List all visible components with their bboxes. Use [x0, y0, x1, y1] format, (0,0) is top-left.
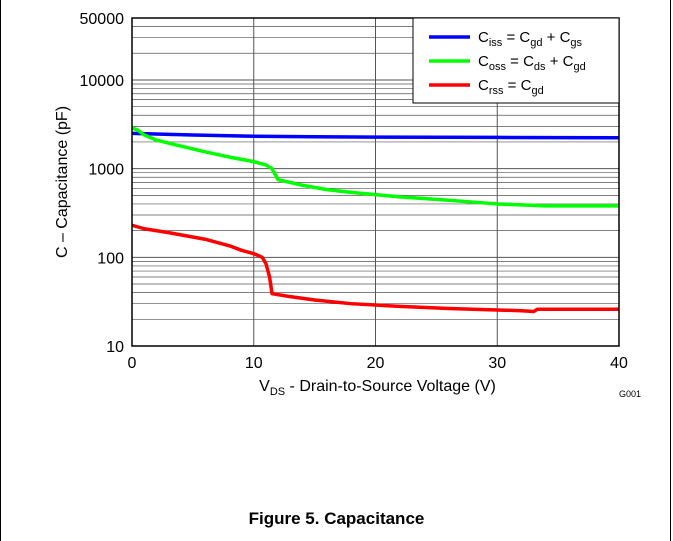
series-line-ciss — [131, 131, 620, 140]
x-axis-label-main: V — [259, 378, 270, 395]
y-tick-label: 1000 — [88, 162, 124, 179]
legend-label-coss: Coss = Cds + Cgd — [478, 53, 586, 73]
frame-left-border — [0, 0, 1, 541]
series-lines — [131, 126, 620, 314]
frame-right-border — [670, 0, 671, 541]
plot-frame — [131, 17, 620, 347]
y-tick-label: 10 — [106, 339, 124, 356]
x-tick-label: 30 — [488, 355, 506, 372]
y-tick-label: 10000 — [80, 73, 125, 90]
x-tick-label: 20 — [367, 355, 385, 372]
x-axis-label: VDS - Drain-to-Source Voltage (V) — [259, 378, 496, 398]
figure-id: G001 — [619, 389, 641, 399]
y-axis-label: C – Capacitance (pF) — [54, 106, 71, 258]
x-axis-label-sub: DS — [270, 386, 285, 398]
figure-caption: Figure 5. Capacitance — [248, 509, 425, 528]
legend-label-crss: Crss = Cgd — [478, 77, 544, 97]
x-tick-label: 10 — [245, 355, 263, 372]
legend: Ciss = Cgd + Cgs Coss = Cds + Cgd Crss = C… — [412, 17, 620, 104]
y-tick-label: 50000 — [80, 11, 125, 28]
x-tick-label: 0 — [128, 355, 137, 372]
series-line-crss — [131, 223, 619, 314]
x-axis-label-rest: - Drain-to-Source Voltage (V) — [285, 378, 496, 395]
y-tick-label: 100 — [97, 250, 124, 267]
legend-label-ciss: Ciss = Cgd + Cgs — [478, 29, 583, 49]
series-line-coss — [131, 126, 619, 208]
x-tick-label: 40 — [610, 355, 628, 372]
